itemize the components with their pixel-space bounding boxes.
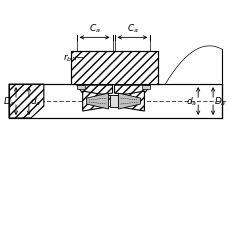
- Polygon shape: [86, 94, 108, 109]
- Text: $r_b$: $r_b$: [63, 52, 72, 64]
- Polygon shape: [114, 92, 144, 112]
- Polygon shape: [82, 92, 112, 112]
- Text: $d_a$: $d_a$: [185, 95, 196, 108]
- Polygon shape: [114, 86, 150, 97]
- Bar: [9, 85, 221, 118]
- Text: $D_a$: $D_a$: [3, 95, 15, 108]
- Text: $d_a$: $d_a$: [30, 95, 41, 108]
- Polygon shape: [109, 96, 117, 108]
- Polygon shape: [118, 94, 140, 109]
- Polygon shape: [9, 85, 44, 118]
- Polygon shape: [76, 86, 112, 97]
- Text: $C_a$: $C_a$: [126, 22, 138, 35]
- Polygon shape: [142, 86, 150, 90]
- Text: $D_a$: $D_a$: [213, 95, 226, 108]
- Text: $C_a$: $C_a$: [88, 22, 100, 35]
- Bar: [71, 52, 158, 85]
- Polygon shape: [76, 86, 84, 90]
